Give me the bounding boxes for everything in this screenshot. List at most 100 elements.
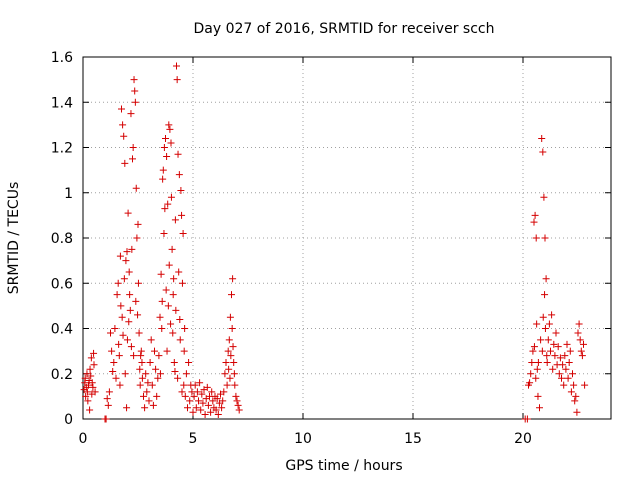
data-point (164, 302, 172, 310)
data-point (182, 370, 190, 378)
y-tick-label: 1.2 (51, 141, 73, 157)
data-point (569, 370, 576, 378)
data-point (565, 358, 573, 366)
data-point (137, 347, 145, 355)
data-point (149, 401, 157, 409)
data-point (87, 372, 95, 380)
data-point (129, 144, 137, 151)
data-point (144, 379, 152, 387)
data-point (154, 374, 162, 382)
data-point (537, 336, 545, 344)
data-point (167, 193, 175, 201)
data-point (152, 365, 160, 373)
data-point (116, 381, 124, 389)
data-point (162, 134, 169, 142)
data-point (145, 397, 153, 405)
data-point (133, 234, 141, 242)
data-point (147, 336, 155, 344)
data-point (523, 415, 531, 423)
data-point (551, 352, 559, 360)
data-point (88, 379, 96, 387)
data-point (104, 401, 112, 409)
data-points (80, 62, 589, 423)
data-point (534, 392, 542, 400)
data-point (219, 397, 227, 405)
data-point (158, 297, 166, 305)
data-point (103, 395, 111, 403)
grid-lines (83, 57, 611, 419)
x-axis-label: GPS time / hours (285, 458, 402, 474)
data-point (115, 340, 123, 348)
data-point (554, 343, 562, 351)
data-point (529, 347, 537, 355)
data-point (229, 343, 237, 351)
data-point (122, 257, 130, 265)
data-point (165, 121, 173, 129)
data-point (552, 329, 560, 337)
data-point (125, 318, 133, 326)
data-point (91, 388, 99, 396)
data-point (130, 76, 138, 84)
data-point (528, 358, 536, 366)
y-tick-label: 0.4 (51, 322, 73, 338)
data-point (541, 291, 549, 299)
data-point (173, 76, 181, 84)
data-point (555, 370, 563, 378)
data-point (199, 399, 207, 407)
data-point (90, 361, 98, 369)
data-point (232, 392, 240, 400)
data-point (581, 381, 589, 389)
data-point (86, 365, 94, 373)
data-point (570, 381, 578, 389)
data-point (178, 211, 186, 219)
y-tick-label: 1.6 (51, 50, 73, 66)
data-point (136, 381, 144, 389)
data-point (184, 404, 191, 412)
data-point (179, 229, 187, 237)
data-point (126, 291, 134, 299)
data-point (207, 408, 215, 416)
data-point (538, 134, 546, 142)
data-point (180, 381, 188, 389)
data-point (181, 392, 189, 400)
data-point (228, 325, 236, 332)
x-tick-label: 0 (79, 431, 88, 447)
data-point (131, 98, 139, 106)
data-point (157, 270, 165, 278)
data-point (564, 374, 572, 382)
data-point (111, 325, 119, 332)
data-point (123, 336, 131, 344)
data-point (550, 340, 558, 348)
data-point (542, 275, 550, 283)
data-point (119, 121, 127, 129)
data-point (173, 62, 180, 70)
data-point (120, 132, 128, 140)
data-point (543, 352, 551, 360)
x-tick-label: 5 (189, 431, 198, 447)
data-point (146, 358, 154, 366)
data-point (547, 347, 554, 355)
data-point (131, 87, 139, 95)
data-point (148, 381, 156, 389)
data-point (221, 370, 229, 378)
data-point (533, 365, 541, 373)
data-point (539, 313, 547, 321)
data-point (175, 171, 183, 179)
data-point (168, 245, 176, 253)
data-point (214, 410, 222, 418)
data-point (110, 358, 118, 366)
data-point (233, 397, 241, 405)
data-point (89, 383, 97, 391)
data-point (142, 370, 150, 378)
data-point (558, 374, 565, 382)
data-point (573, 408, 581, 416)
data-point (120, 275, 128, 283)
data-point (204, 401, 212, 409)
x-tick-label: 10 (294, 431, 312, 447)
data-point (561, 352, 569, 360)
data-point (90, 349, 98, 357)
data-point (198, 390, 206, 398)
data-point (536, 404, 543, 412)
data-point (572, 392, 580, 400)
